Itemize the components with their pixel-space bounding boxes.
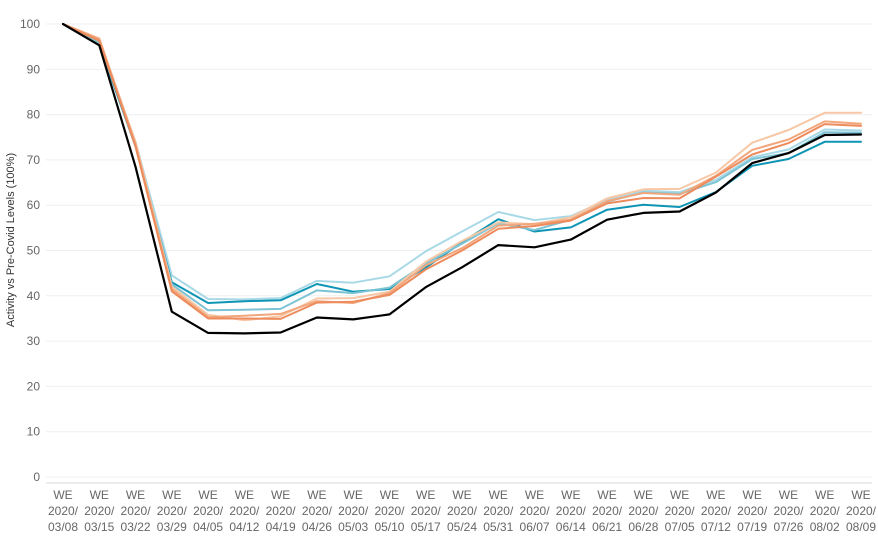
x-tick-label: WE 2020/04/26 — [302, 488, 333, 534]
x-tick-label: WE 2020/03/15 — [84, 488, 115, 534]
x-tick-label: WE 2020/05/17 — [411, 488, 442, 534]
series-line-5 — [62, 23, 862, 319]
y-tick-label: 100 — [20, 17, 40, 31]
x-tick-label: WE 2020/05/24 — [447, 488, 478, 534]
series-line-7 — [61, 22, 863, 335]
x-tick-label: WE 2020/08/09 — [846, 488, 877, 534]
x-tick-label: WE 2020/04/05 — [193, 488, 224, 534]
y-tick-label: 0 — [33, 470, 40, 484]
y-axis: 0 10 20 30 40 50 60 70 80 90 100 — [20, 17, 40, 484]
y-axis-label: Activity vs Pre-Covid Levels (100%) — [5, 153, 17, 327]
series-line-3 — [62, 23, 862, 312]
x-tick-label: WE 2020/05/03 — [338, 488, 369, 534]
series-line-1 — [62, 23, 862, 301]
x-tick-label: WE 2020/03/29 — [157, 488, 188, 534]
y-tick-label: 50 — [27, 244, 41, 258]
x-tick-label: WE 2020/05/10 — [374, 488, 405, 534]
y-tick-label: 10 — [27, 425, 41, 439]
x-tick-label: WE 2020/06/07 — [520, 488, 551, 534]
x-tick-label: WE 2020/03/08 — [48, 488, 79, 534]
x-tick-label: WE 2020/07/12 — [701, 488, 732, 534]
y-tick-label: 40 — [27, 289, 41, 303]
x-tick-label: WE 2020/07/26 — [773, 488, 804, 534]
x-tick-label: WE 2020/05/31 — [483, 488, 514, 534]
y-tick-label: 90 — [27, 62, 41, 76]
x-tick-label: WE 2020/04/12 — [229, 488, 260, 534]
x-tick-label: WE 2020/03/22 — [121, 488, 152, 534]
series-line-6 — [62, 23, 862, 320]
y-tick-label: 20 — [27, 379, 41, 393]
series-line-4 — [62, 23, 862, 322]
x-tick-label: WE 2020/04/19 — [266, 488, 297, 534]
x-tick-label: WE 2020/07/05 — [665, 488, 696, 534]
x-tick-label: WE 2020/07/19 — [737, 488, 768, 534]
x-tick-label: WE 2020/06/21 — [592, 488, 623, 534]
x-tick-label: WE 2020/06/14 — [556, 488, 587, 534]
series-lines — [61, 22, 863, 335]
x-tick-label: WE 2020/06/28 — [628, 488, 659, 534]
y-tick-label: 60 — [27, 198, 41, 212]
y-tick-label: 80 — [27, 108, 41, 122]
y-tick-label: 70 — [27, 153, 41, 167]
x-tick-label: WE 2020/08/02 — [810, 488, 841, 534]
y-tick-label: 30 — [27, 334, 41, 348]
